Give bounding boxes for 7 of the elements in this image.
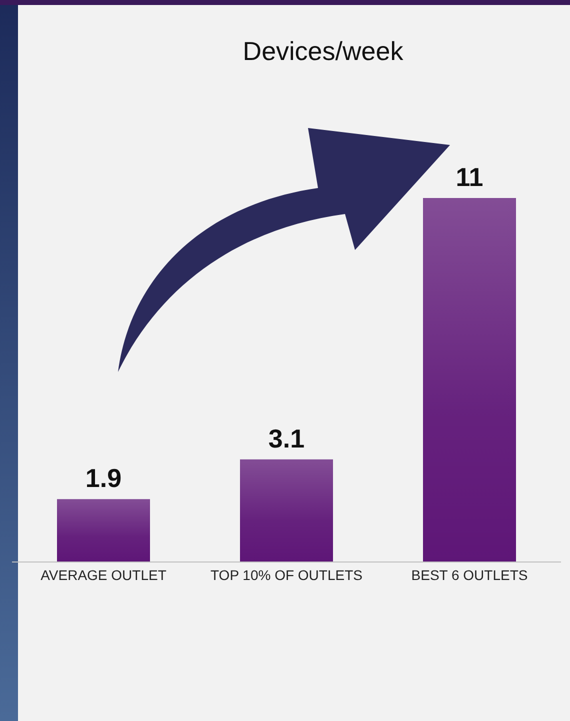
data-label: 1.9: [85, 463, 122, 494]
x-tick-label: BEST 6 OUTLETS: [411, 566, 528, 583]
data-label: 11: [456, 162, 484, 192]
x-tick-label: TOP 10% OF OUTLETS: [210, 566, 362, 583]
data-label: 3.1: [268, 423, 305, 454]
chart-title: Devices/week: [242, 36, 404, 67]
x-tick-label: AVERAGE OUTLET: [40, 566, 167, 583]
